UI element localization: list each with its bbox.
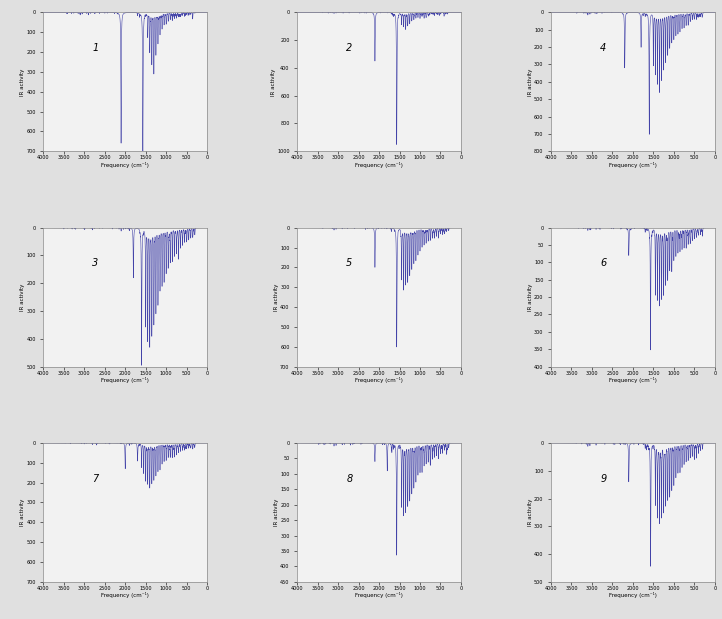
Text: 2: 2 [347, 43, 352, 53]
Y-axis label: IR activity: IR activity [528, 499, 533, 526]
Y-axis label: IR activity: IR activity [274, 499, 279, 526]
Text: 6: 6 [600, 258, 606, 268]
Text: 8: 8 [347, 474, 352, 483]
Text: 5: 5 [347, 258, 352, 268]
X-axis label: Frequency (cm⁻¹): Frequency (cm⁻¹) [101, 162, 149, 168]
Text: 1: 1 [92, 43, 99, 53]
X-axis label: Frequency (cm⁻¹): Frequency (cm⁻¹) [609, 592, 657, 599]
Text: 7: 7 [92, 474, 99, 483]
Y-axis label: IR activity: IR activity [271, 68, 276, 95]
Text: 3: 3 [92, 258, 99, 268]
Y-axis label: IR activity: IR activity [20, 499, 25, 526]
Y-axis label: IR activity: IR activity [20, 284, 25, 311]
X-axis label: Frequency (cm⁻¹): Frequency (cm⁻¹) [355, 377, 403, 383]
X-axis label: Frequency (cm⁻¹): Frequency (cm⁻¹) [609, 377, 657, 383]
Text: 9: 9 [600, 474, 606, 483]
X-axis label: Frequency (cm⁻¹): Frequency (cm⁻¹) [609, 162, 657, 168]
Y-axis label: IR activity: IR activity [528, 68, 533, 95]
X-axis label: Frequency (cm⁻¹): Frequency (cm⁻¹) [355, 592, 403, 599]
Text: 4: 4 [600, 43, 606, 53]
X-axis label: Frequency (cm⁻¹): Frequency (cm⁻¹) [101, 592, 149, 599]
Y-axis label: IR activity: IR activity [528, 284, 533, 311]
X-axis label: Frequency (cm⁻¹): Frequency (cm⁻¹) [355, 162, 403, 168]
Y-axis label: IR activity: IR activity [274, 284, 279, 311]
Y-axis label: IR activity: IR activity [20, 68, 25, 95]
X-axis label: Frequency (cm⁻¹): Frequency (cm⁻¹) [101, 377, 149, 383]
